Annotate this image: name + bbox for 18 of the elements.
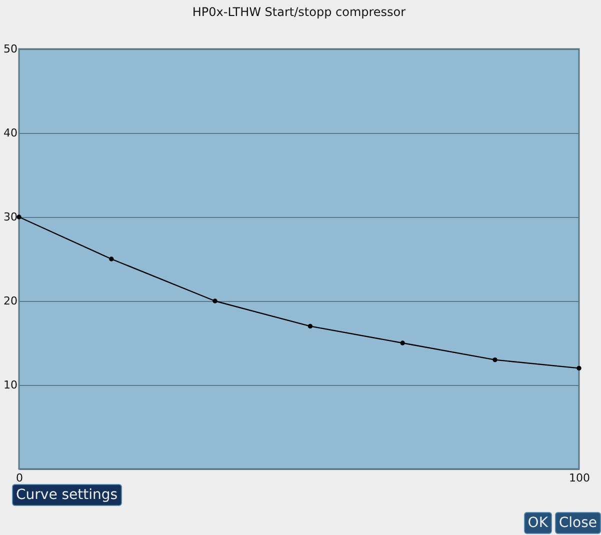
x-tick-label: 0 [16,472,23,484]
y-tick-label: 50 [4,42,18,56]
y-tick-label: 20 [4,294,18,308]
button: Close [554,512,601,534]
y-tick-label: 30 [4,210,18,224]
button: OK [524,512,552,534]
point [492,357,498,362]
point [109,256,114,262]
point [16,214,22,220]
y-tick-label: 10 [4,378,18,392]
point [400,340,405,346]
y-tick-label: 40 [4,126,18,140]
chart-title: HP0x-LTHW Start/stopp compressor [192,5,406,19]
point [308,324,313,329]
x-tick-label: 100 [569,472,590,484]
button: Curve settings [12,484,122,506]
point [576,366,582,371]
point [212,298,218,304]
